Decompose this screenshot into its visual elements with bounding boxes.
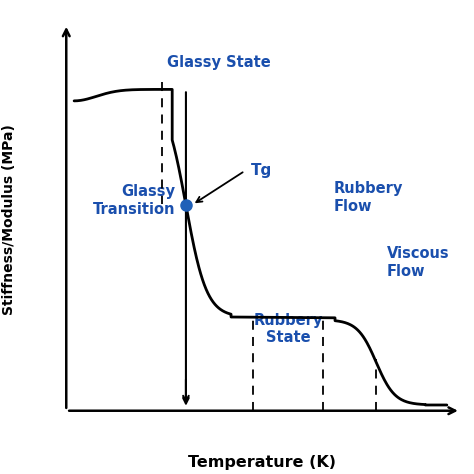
Text: Glassy State: Glassy State bbox=[166, 55, 270, 70]
Text: Stiffness/Modulus (MPa): Stiffness/Modulus (MPa) bbox=[2, 124, 16, 315]
Text: Temperature (K): Temperature (K) bbox=[189, 456, 337, 470]
Text: Viscous
Flow: Viscous Flow bbox=[387, 246, 449, 279]
Text: Glassy
Transition: Glassy Transition bbox=[93, 184, 175, 217]
Text: Tg: Tg bbox=[251, 163, 273, 178]
Text: Rubbery
State: Rubbery State bbox=[253, 313, 323, 346]
Text: Rubbery
Flow: Rubbery Flow bbox=[334, 181, 403, 214]
